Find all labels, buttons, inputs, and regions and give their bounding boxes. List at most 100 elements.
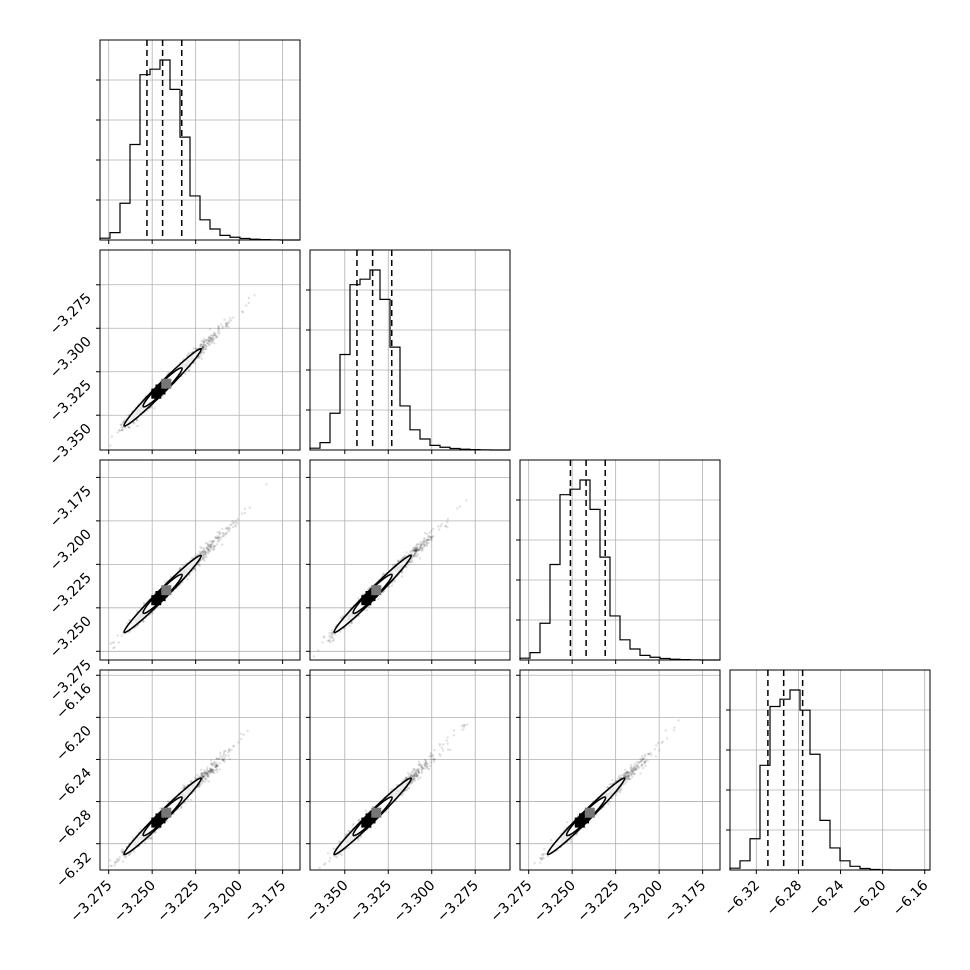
sample-point (216, 531, 219, 534)
sample-point (200, 339, 204, 343)
sample-point (233, 521, 236, 524)
sample-point (218, 536, 221, 540)
sample-point (217, 325, 220, 328)
sample-point (187, 369, 191, 373)
sample-point (199, 354, 202, 357)
scatter-panel-1-0: −3.350−3.325−3.300−3.275 (47, 249, 301, 469)
sample-point (227, 320, 231, 323)
sample-point (211, 337, 215, 340)
sample-point (142, 620, 145, 623)
sample-point (211, 543, 214, 546)
sample-point (161, 395, 164, 398)
sample-point (209, 543, 213, 546)
sample-point (208, 336, 211, 339)
sample-point (121, 428, 124, 432)
sample-point (220, 323, 223, 326)
y-tick-label: −3.175 (47, 483, 95, 531)
sample-point (203, 556, 207, 559)
sample-point (118, 856, 121, 859)
sample-point (323, 636, 326, 639)
sample-point (201, 347, 204, 350)
sample-point (203, 346, 206, 349)
sample-point (329, 641, 332, 644)
sample-point (243, 511, 247, 515)
sample-point (197, 355, 201, 358)
sample-point (207, 548, 210, 551)
sample-point (207, 339, 211, 342)
sample-point (202, 553, 205, 557)
sample-point (425, 544, 428, 547)
sample-point (203, 550, 206, 553)
sample-point (111, 641, 114, 644)
sample-point (116, 634, 119, 637)
sample-point (203, 559, 206, 562)
sample-point (217, 536, 220, 539)
sample-point (212, 548, 215, 551)
sample-point (121, 425, 125, 429)
sample-point (231, 525, 235, 529)
density-cell (155, 384, 166, 395)
sample-point (202, 343, 205, 346)
sample-point (224, 532, 228, 535)
sample-point (207, 544, 210, 547)
sample-point (208, 343, 211, 347)
sample-point (356, 597, 360, 600)
sample-point (210, 759, 213, 762)
sample-point (425, 538, 429, 542)
sample-point (112, 641, 116, 644)
sample-point (432, 527, 435, 531)
sample-point (428, 531, 432, 534)
sample-point (121, 860, 125, 863)
sample-point (198, 562, 201, 566)
sample-point (228, 529, 231, 532)
sample-point (202, 341, 205, 344)
sample-point (112, 646, 115, 650)
sample-point (418, 557, 422, 560)
sample-point (245, 304, 248, 307)
sample-point (194, 569, 197, 572)
sample-point (206, 552, 210, 555)
sample-point (208, 340, 212, 343)
sample-point (199, 344, 202, 348)
density-cell (371, 585, 382, 596)
sample-point (200, 550, 204, 553)
sample-point (128, 426, 131, 430)
sample-point (207, 543, 210, 546)
sample-point (216, 331, 219, 334)
sample-point (181, 564, 184, 567)
sample-point (187, 352, 190, 356)
sample-point (205, 555, 208, 559)
histogram-step (309, 269, 510, 451)
sample-point (230, 523, 233, 526)
sample-point (217, 325, 221, 328)
sample-point (116, 431, 119, 434)
sample-point (444, 524, 448, 528)
sample-point (213, 342, 216, 345)
sample-point (210, 341, 213, 345)
sample-point (458, 505, 462, 508)
sample-point (110, 435, 114, 438)
sample-point (120, 426, 123, 429)
sample-point (227, 325, 230, 329)
sample-point (225, 324, 229, 328)
sample-point (227, 321, 230, 325)
sample-point (209, 334, 212, 337)
sample-point (236, 517, 239, 521)
sample-point (199, 551, 202, 554)
y-tick-label: −3.275 (47, 290, 95, 338)
sample-point (228, 317, 232, 320)
sample-point (426, 532, 429, 536)
sample-point (212, 544, 215, 548)
sample-point (211, 340, 214, 343)
sample-point (423, 537, 426, 540)
sample-point (421, 547, 425, 550)
sample-point (241, 310, 244, 313)
sample-point (225, 322, 228, 325)
sample-point (446, 520, 449, 524)
sample-point (197, 563, 200, 567)
y-tick-label: −3.325 (47, 377, 95, 425)
sample-point (221, 527, 224, 530)
sample-point (119, 423, 123, 426)
sample-point (207, 340, 211, 343)
sample-point (210, 336, 213, 340)
